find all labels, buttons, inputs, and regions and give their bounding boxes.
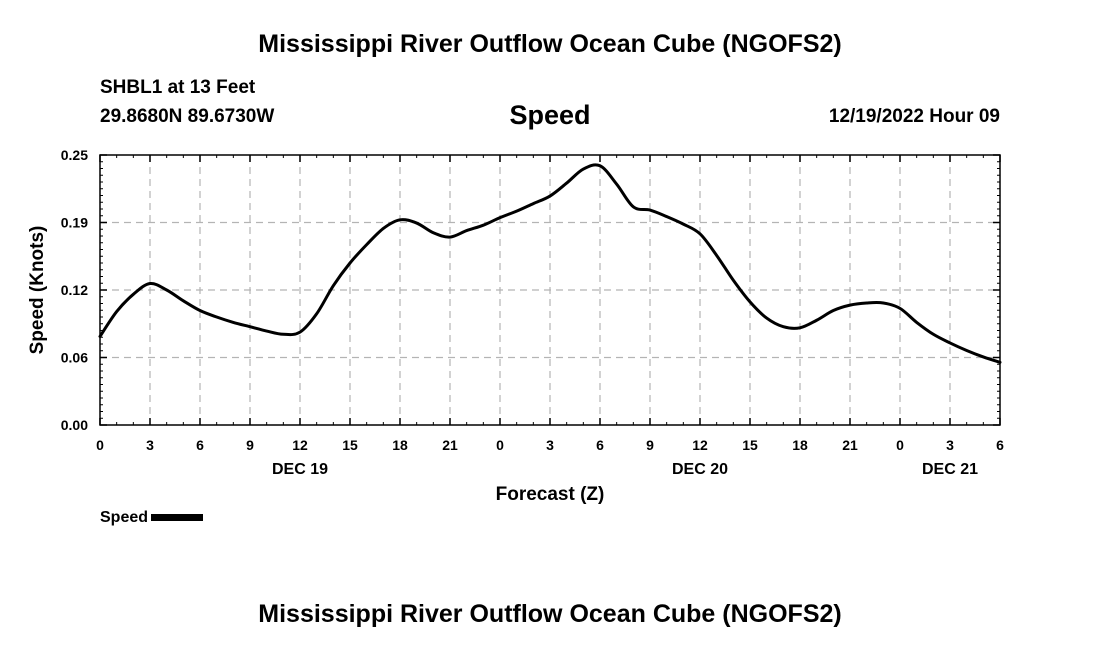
x-tick-labels: 0 3 6 9 12 15 18 21 0 3 6 9 12 15 18 21 0 3 6 [96, 437, 1004, 453]
x-tick-label: 3 [146, 437, 154, 453]
speed-series-line [98, 163, 1002, 364]
date-label: DEC 19 [272, 461, 328, 478]
plot-frame [99, 154, 1001, 426]
x-tick-label: 9 [646, 437, 654, 453]
y-tick-labels: 0.00 0.06 0.12 0.19 0.25 [61, 147, 88, 433]
legend: Speed [100, 509, 204, 527]
date-label: DEC 20 [672, 461, 728, 478]
y-axis-label: Speed (Knots) [27, 226, 48, 355]
date-label: DEC 21 [922, 461, 978, 478]
axis-ticks [99, 154, 1001, 426]
footer-title: Mississippi River Outflow Ocean Cube (NG… [258, 600, 842, 628]
x-tick-label: 18 [792, 437, 808, 453]
run-time-label: 12/19/2022 Hour 09 [828, 106, 1000, 127]
x-tick-label: 9 [246, 437, 254, 453]
y-tick-label: 0.19 [61, 215, 88, 231]
chart-title: Speed [509, 100, 591, 130]
y-tick-label: 0.12 [61, 282, 88, 298]
legend-label: Speed [100, 509, 149, 526]
x-tick-label: 6 [996, 437, 1004, 453]
x-tick-label: 18 [392, 437, 408, 453]
coordinates-label: 29.8680N 89.6730W [100, 106, 275, 127]
x-tick-label: 12 [692, 437, 708, 453]
x-tick-label: 15 [342, 437, 358, 453]
page-title: Mississippi River Outflow Ocean Cube (NG… [258, 30, 842, 58]
station-label: SHBL1 at 13 Feet [100, 77, 256, 98]
x-tick-label: 12 [292, 437, 308, 453]
x-tick-label: 6 [196, 437, 204, 453]
x-tick-label: 3 [946, 437, 954, 453]
x-tick-label: 15 [742, 437, 758, 453]
x-tick-label: 21 [442, 437, 458, 453]
y-tick-label: 0.25 [61, 147, 88, 163]
x-tick-label: 0 [896, 437, 904, 453]
x-tick-label: 6 [596, 437, 604, 453]
x-tick-label: 3 [546, 437, 554, 453]
y-tick-label: 0.06 [61, 350, 88, 366]
x-axis-label: Forecast (Z) [496, 484, 605, 505]
x-tick-label: 0 [96, 437, 104, 453]
grid-lines [100, 155, 1000, 425]
x-tick-label: 0 [496, 437, 504, 453]
legend-line-swatch [151, 514, 204, 522]
x-tick-label: 21 [842, 437, 858, 453]
date-labels: DEC 19 DEC 20 DEC 21 [272, 461, 978, 478]
y-tick-label: 0.00 [61, 417, 88, 433]
